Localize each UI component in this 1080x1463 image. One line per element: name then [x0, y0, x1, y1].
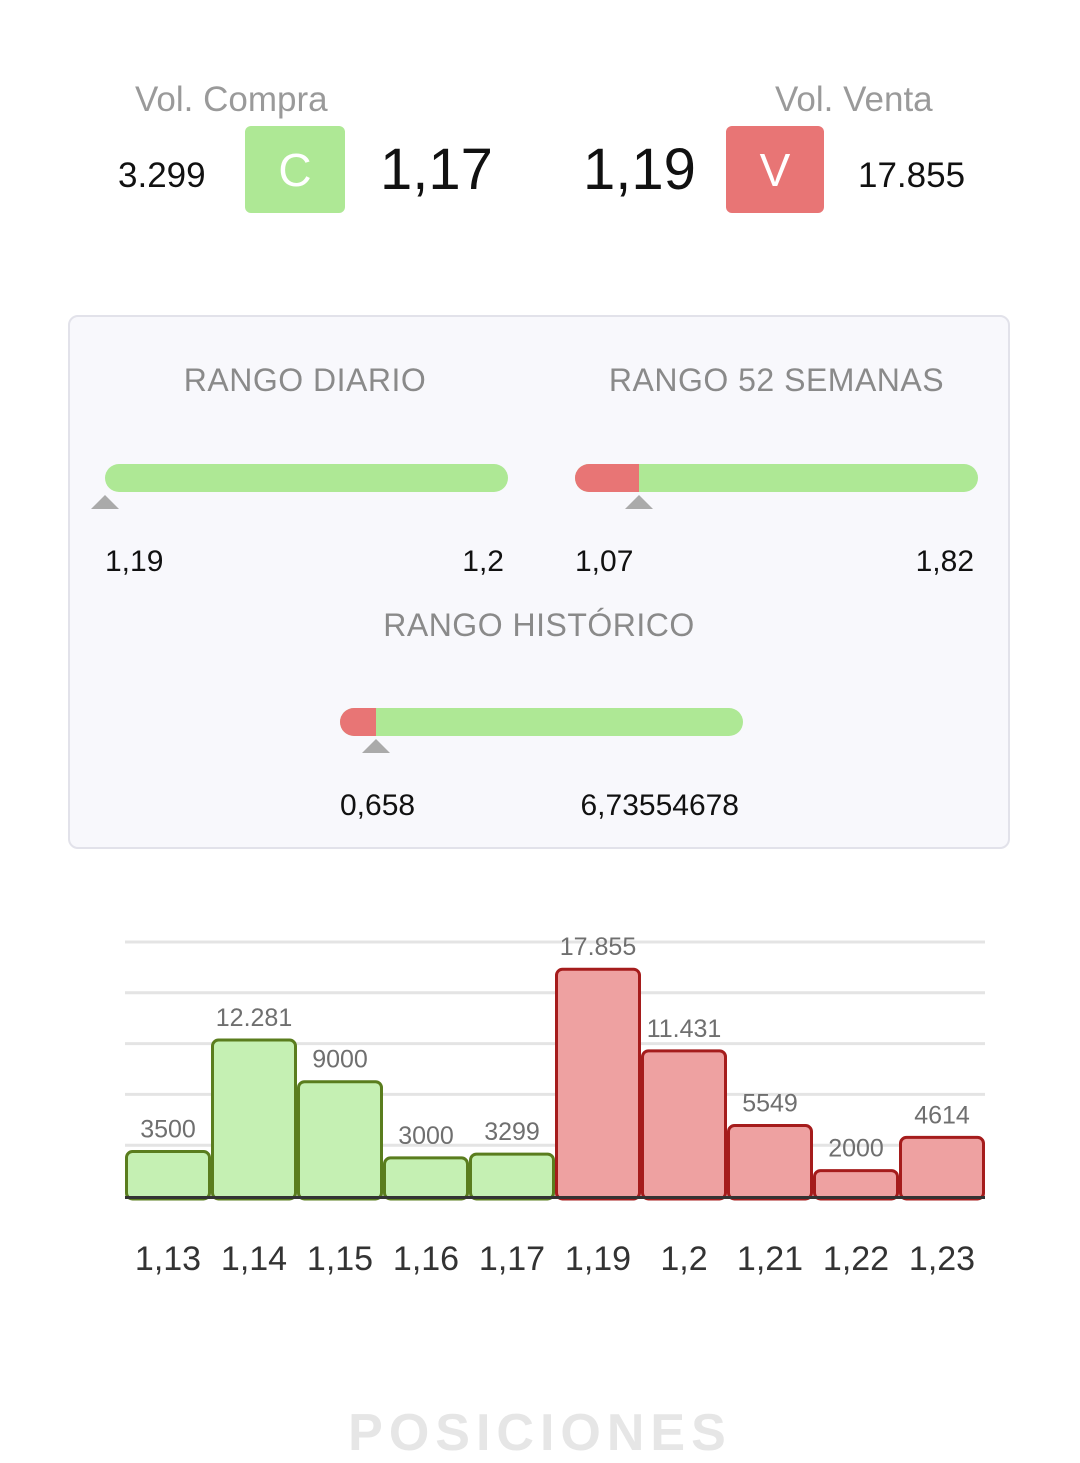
chart-category-label: 1,19	[565, 1240, 631, 1278]
chart-value-label: 3000	[398, 1122, 454, 1150]
chart-bar-1,19	[555, 967, 641, 1201]
sell-price: 1,19	[583, 137, 696, 202]
historic-range-bar-red	[340, 708, 377, 736]
chart-category-label: 1,17	[479, 1240, 545, 1278]
chart-category-label: 1,13	[135, 1240, 201, 1278]
chart-value-label: 17.855	[560, 933, 636, 961]
weeks52-range-marker	[625, 495, 654, 509]
daily-range-marker	[91, 495, 119, 509]
buy-volume: 3.299	[118, 156, 206, 195]
chart-category-label: 1,2	[660, 1240, 707, 1278]
chart-value-label: 12.281	[216, 1004, 292, 1032]
weeks52-range-bar-red	[575, 464, 640, 492]
chart-bar-1,17	[469, 1152, 555, 1201]
weeks52-range-max: 1,82	[915, 545, 974, 578]
chart-bar-1,23	[899, 1135, 985, 1201]
chart-bar-1,21	[727, 1124, 813, 1201]
chart-bar-1,2	[641, 1049, 727, 1201]
sell-volume-caption: Vol. Venta	[775, 80, 933, 119]
chart-category-label: 1,23	[909, 1240, 975, 1278]
chart-bar-1,15	[297, 1080, 383, 1201]
chart-value-label: 5549	[742, 1090, 798, 1118]
historic-range-min: 0,658	[340, 789, 416, 822]
chart-bar-1,22	[813, 1169, 899, 1201]
buy-volume-caption: Vol. Compra	[135, 80, 328, 119]
chart-category-label: 1,16	[393, 1240, 459, 1278]
chart-value-label: 4614	[914, 1101, 970, 1129]
historic-range-marker	[362, 739, 391, 753]
positions-section-title: POSICIONES	[348, 1404, 732, 1462]
daily-range-max: 1,2	[462, 545, 504, 578]
historic-range-title: RANGO HISTÓRICO	[383, 607, 695, 643]
chart-category-label: 1,22	[823, 1240, 889, 1278]
chart-category-label: 1,14	[221, 1240, 287, 1278]
daily-range-min: 1,19	[105, 545, 164, 578]
ranges-card: RANGO DIARIO 1,19 1,2 RANGO 52 SEMANAS 1…	[68, 315, 1010, 849]
chart-value-label: 3500	[140, 1116, 196, 1144]
chart-value-label: 2000	[828, 1135, 884, 1163]
sell-button[interactable]: V	[726, 126, 824, 213]
daily-range-title: RANGO DIARIO	[183, 362, 427, 398]
chart-category-label: 1,15	[307, 1240, 373, 1278]
buy-price: 1,17	[380, 137, 493, 202]
chart-value-label: 9000	[312, 1046, 368, 1074]
chart-value-label: 3299	[484, 1118, 540, 1146]
weeks52-range-bar	[575, 464, 978, 492]
chart-category-label: 1,21	[737, 1240, 803, 1278]
historic-range-bar	[340, 708, 743, 736]
chart-bar-1,14	[211, 1038, 297, 1201]
weeks52-range-title: RANGO 52 SEMANAS	[608, 362, 945, 398]
chart-value-label: 11.431	[647, 1015, 722, 1043]
weeks52-range-min: 1,07	[575, 545, 634, 578]
order-book-chart: 3500 1,13 12.281 1,14 9000 1,15 3000 1,16 3299 1,…	[125, 933, 985, 1278]
chart-bar-1,16	[383, 1156, 469, 1201]
daily-range-bar	[105, 464, 508, 492]
historic-range-max: 6,73554678	[580, 789, 740, 822]
chart-bar-1,13	[125, 1150, 211, 1201]
buy-button[interactable]: C	[245, 126, 345, 213]
sell-volume: 17.855	[858, 156, 966, 195]
